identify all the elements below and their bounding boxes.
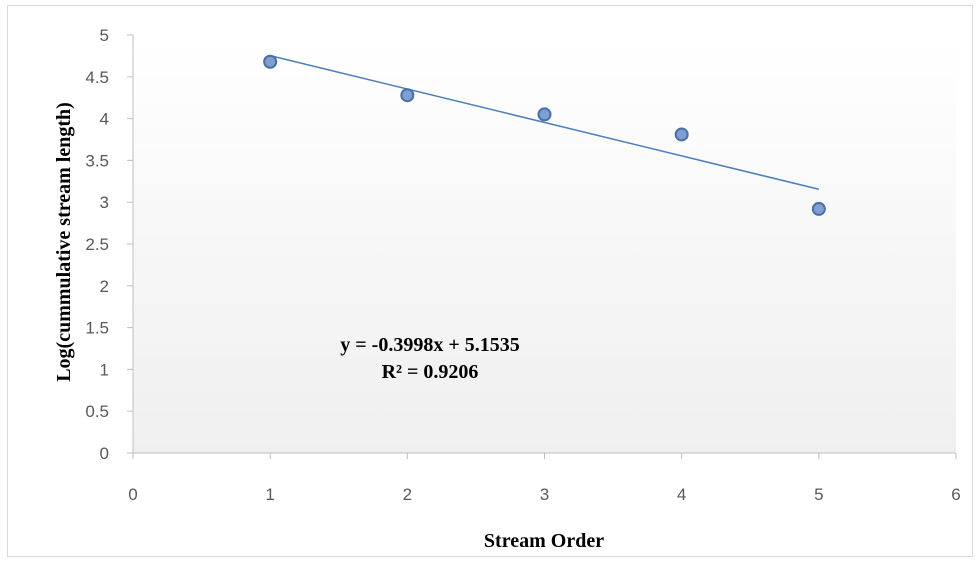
x-tick-label: 2 (403, 485, 412, 504)
y-tick-label: 1 (100, 360, 109, 379)
data-point (537, 107, 552, 122)
x-tick-label: 1 (265, 485, 274, 504)
x-axis-title: Stream Order (484, 530, 604, 552)
trendline-equation: y = -0.3998x + 5.1535 (340, 334, 519, 356)
y-tick-label: 0.5 (85, 402, 109, 421)
x-tick-label: 6 (951, 485, 960, 504)
data-point (674, 127, 689, 142)
data-point (263, 54, 278, 69)
r-squared-label: R² = 0.9206 (382, 361, 479, 383)
data-points (263, 54, 826, 216)
y-tick-label: 5 (100, 26, 109, 45)
x-tick-label: 3 (540, 485, 549, 504)
y-tick-label: 2.5 (85, 235, 109, 254)
data-point (400, 88, 415, 103)
y-tick-label: 3 (100, 193, 109, 212)
x-tick-label: 5 (814, 485, 823, 504)
x-axis: 0 1 2 3 4 5 6 (128, 452, 961, 504)
y-tick-label: 4 (100, 110, 109, 129)
x-tick-label: 0 (128, 485, 137, 504)
y-axis-title: Log(cummulative stream length) (53, 102, 75, 382)
trendline-group (269, 54, 820, 191)
y-tick-label: 0 (100, 444, 109, 463)
plot-area (133, 35, 956, 453)
linear-trendline (269, 54, 820, 191)
y-axis: 0 0.5 1 1.5 2 2.5 3 3.5 4 4.5 5 (85, 26, 134, 463)
y-tick-label: 3.5 (85, 151, 109, 170)
data-point (811, 201, 826, 216)
y-tick-label: 1.5 (85, 319, 109, 338)
y-tick-label: 4.5 (85, 68, 109, 87)
x-tick-label: 4 (677, 485, 686, 504)
y-tick-label: 2 (100, 277, 109, 296)
